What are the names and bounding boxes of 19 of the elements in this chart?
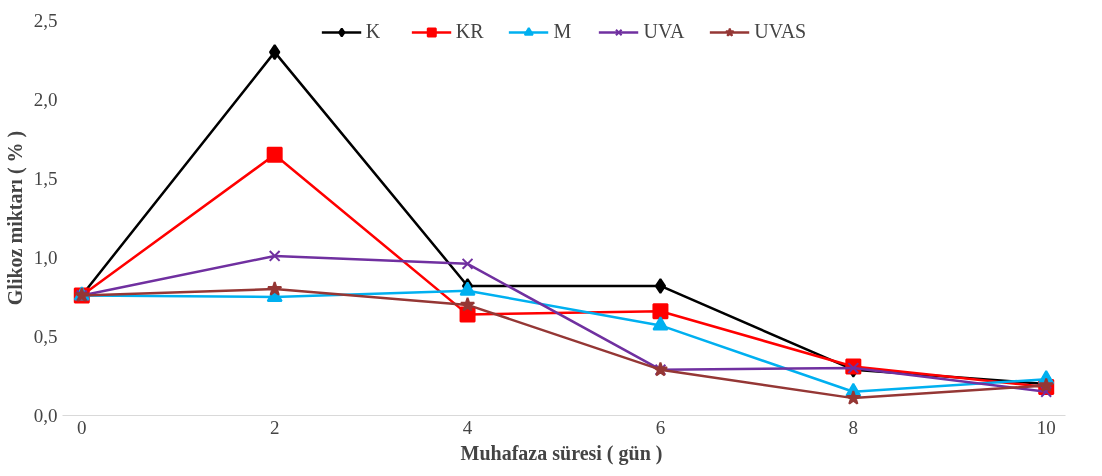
y-tick-label: 0,0 (33, 405, 58, 426)
x-tick-label: 8 (848, 416, 859, 438)
legend-label: UVA (643, 20, 685, 43)
x-tick-label: 0 (77, 416, 87, 438)
y-tick-label: 2,0 (33, 89, 58, 110)
y-tick-label: 2,5 (33, 10, 58, 31)
legend-label: M (553, 20, 573, 43)
x-axis-title: Muhafaza süresi ( gün ) (460, 441, 663, 465)
y-tick-label: 1,5 (33, 168, 58, 189)
legend-label: KR (455, 20, 484, 43)
y-tick-label: 0,5 (33, 326, 58, 347)
legend-label: UVAS (754, 20, 807, 43)
y-tick-label: 1,0 (33, 247, 58, 268)
legend-label: K (365, 20, 382, 43)
x-tick-label: 6 (655, 416, 666, 438)
x-tick-label: 2 (269, 416, 280, 438)
x-tick-label: 4 (462, 416, 473, 438)
y-axis-title: Glikoz miktarı ( % ) (3, 130, 27, 306)
x-tick-label: 10 (1036, 416, 1056, 438)
